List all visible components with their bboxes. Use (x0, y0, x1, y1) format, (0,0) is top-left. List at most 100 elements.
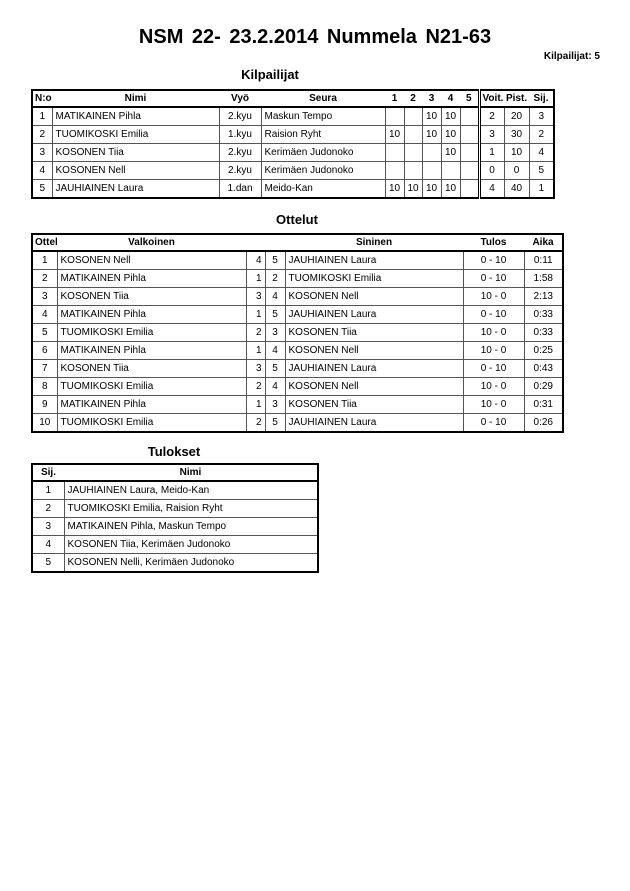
table-row: 5 JAUHIAINEN Laura 1.dan Meido-Kan 10 10 10 10 4… (31, 179, 555, 199)
table-cell: 5 (264, 250, 286, 270)
table-cell: 6 (31, 341, 58, 360)
table-cell: 1 (245, 269, 266, 288)
column-header: Valkoinen (57, 234, 246, 252)
table-cell: 2 (264, 269, 286, 288)
table-cell (403, 143, 423, 162)
table-cell: TUOMIKOSKI Emilia, Raision Ryht (63, 499, 319, 518)
table-cell: MATIKAINEN Pihla (51, 106, 220, 126)
column-header: Sij. (529, 90, 554, 108)
table-cell: JAUHIAINEN Laura (284, 413, 464, 433)
table-cell: 30 (503, 125, 530, 144)
table-cell: TUOMIKOSKI Emilia (56, 323, 247, 342)
table-cell: 4 (264, 377, 286, 396)
table-cell: 5 (31, 553, 65, 573)
table-row: 10 TUOMIKOSKI Emilia 2 5 JAUHIAINEN Laura 0 -… (31, 413, 564, 433)
table-cell: 3 (528, 106, 555, 126)
table-cell: 10 (440, 106, 461, 126)
table-cell: 5 (31, 323, 58, 342)
table-cell: 3 (245, 359, 266, 378)
table-cell: 2.kyu (218, 106, 262, 126)
table-cell: 40 (503, 179, 530, 199)
table-cell: Maskun Tempo (260, 106, 386, 126)
table-cell: 2.kyu (218, 161, 262, 180)
table-cell: JAUHIAINEN Laura (51, 179, 220, 199)
table-cell: TUOMIKOSKI Emilia (284, 269, 464, 288)
table-cell: 0 (503, 161, 530, 180)
column-header: Voit. (477, 90, 504, 108)
table-cell: 4 (31, 161, 53, 180)
table-cell: KOSONEN Nelli, Kerimäen Judonoko (63, 553, 319, 573)
column-header: 3 (422, 90, 441, 108)
column-header: Sij. (32, 464, 64, 482)
table-row: 2 TUOMIKOSKI Emilia 1.kyu Raision Ryht 10 10 1… (31, 125, 555, 144)
table-cell: 10 - 0 (462, 323, 525, 342)
column-header: Aika (524, 234, 563, 252)
table-cell: 0:29 (523, 377, 564, 396)
table-cell: 4 (264, 287, 286, 306)
table-cell: MATIKAINEN Pihla (56, 341, 247, 360)
table-cell: 10 (440, 179, 461, 199)
table-row: 1 JAUHIAINEN Laura, Meido-Kan (31, 480, 319, 500)
table-cell: 10 (421, 125, 442, 144)
table-cell: 7 (31, 359, 58, 378)
table-cell: 2 (31, 125, 53, 144)
table-cell: 0 - 10 (462, 250, 525, 270)
table-cell: KOSONEN Nell (51, 161, 220, 180)
table-cell: 0:33 (523, 305, 564, 324)
table-cell (440, 161, 461, 180)
table-row: 2 TUOMIKOSKI Emilia, Raision Ryht (31, 499, 319, 518)
table-cell: KOSONEN Nell (284, 287, 464, 306)
competitors-heading: Kilpailijat (241, 67, 299, 82)
table-cell (459, 143, 480, 162)
table-row: 4 KOSONEN Tiia, Kerimäen Judonoko (31, 535, 319, 554)
table-cell: 10 - 0 (462, 287, 525, 306)
table-row: 1 MATIKAINEN Pihla 2.kyu Maskun Tempo 10 10 2 2… (31, 106, 555, 126)
page-title: NSM 22- 23.2.2014 Nummela N21-63 (138, 26, 492, 48)
table-cell: 9 (31, 395, 58, 414)
table-cell: 2 (31, 269, 58, 288)
table-cell: KOSONEN Tiia (284, 323, 464, 342)
table-cell: 1.dan (218, 179, 262, 199)
table-cell: 0:11 (523, 250, 564, 270)
table-cell: Meido-Kan (260, 179, 386, 199)
column-header: 5 (460, 90, 479, 108)
table-cell: 4 (528, 143, 555, 162)
column-header: Pist. (504, 90, 529, 108)
table-row: 8 TUOMIKOSKI Emilia 2 4 KOSONEN Nell 10 - 0 0:… (31, 377, 564, 396)
table-cell: 4 (31, 305, 58, 324)
table-cell: 2 (528, 125, 555, 144)
table-header: N:o Nimi Vyö Seura 1 2 3 4 5 Voit. Pist. Sij. (32, 90, 554, 108)
table-cell: 3 (264, 323, 286, 342)
table-cell: JAUHIAINEN Laura (284, 250, 464, 270)
column-header: N:o (32, 90, 52, 108)
table-cell: 10 - 0 (462, 377, 525, 396)
table-cell: 10 - 0 (462, 395, 525, 414)
matches-heading: Ottelut (276, 212, 318, 227)
table-cell: 1 (245, 395, 266, 414)
competitors-table: N:o Nimi Vyö Seura 1 2 3 4 5 Voit. Pist. Sij. 1 MATI… (31, 89, 555, 199)
column-header: Tulos (463, 234, 524, 252)
table-cell: 0:33 (523, 323, 564, 342)
table-cell: 10 (384, 125, 405, 144)
table-row: 5 TUOMIKOSKI Emilia 2 3 KOSONEN Tiia 10 - 0 0:… (31, 323, 564, 342)
table-cell: 10 (421, 106, 442, 126)
table-cell: 10 (31, 413, 58, 433)
table-cell: 3 (31, 287, 58, 306)
table-cell: MATIKAINEN Pihla (56, 269, 247, 288)
table-cell: 1 (477, 143, 505, 162)
column-header: Ottelu (32, 234, 57, 252)
table-cell: 1 (31, 106, 53, 126)
table-cell: 4 (477, 179, 505, 199)
table-cell: TUOMIKOSKI Emilia (56, 413, 247, 433)
table-cell (459, 179, 480, 199)
table-cell (459, 106, 480, 126)
column-header: 1 (385, 90, 404, 108)
table-cell: 1.kyu (218, 125, 262, 144)
table-cell: TUOMIKOSKI Emilia (51, 125, 220, 144)
table-cell: 10 (503, 143, 530, 162)
table-cell: 10 (440, 125, 461, 144)
table-cell: KOSONEN Tiia (56, 287, 247, 306)
table-cell: 3 (245, 287, 266, 306)
table-row: 3 KOSONEN Tiia 2.kyu Kerimäen Judonoko 10 1 10… (31, 143, 555, 162)
